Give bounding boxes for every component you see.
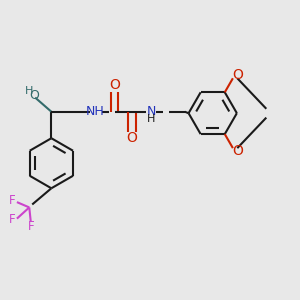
Text: H: H <box>25 86 33 96</box>
Text: O: O <box>29 89 39 102</box>
Text: N: N <box>147 105 156 118</box>
Text: O: O <box>233 144 244 158</box>
Text: F: F <box>9 194 16 207</box>
Text: H: H <box>147 114 156 124</box>
Text: NH: NH <box>86 105 105 118</box>
Text: F: F <box>9 213 16 226</box>
Text: O: O <box>109 78 120 92</box>
Text: F: F <box>28 220 35 233</box>
Text: O: O <box>126 131 137 145</box>
Text: O: O <box>233 68 244 82</box>
